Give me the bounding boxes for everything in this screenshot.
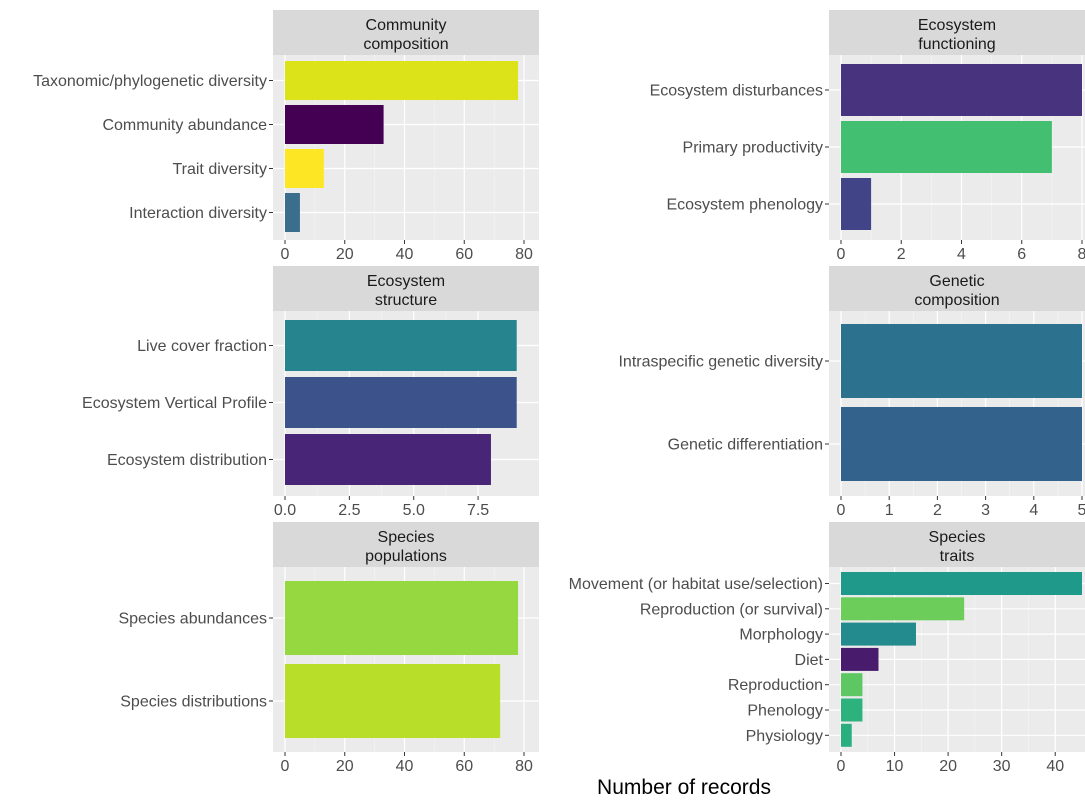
bar bbox=[841, 572, 1082, 595]
category-label: Ecosystem disturbances bbox=[650, 83, 823, 100]
facet-strip bbox=[273, 10, 539, 55]
facet-strip bbox=[273, 266, 539, 311]
category-label: Species distributions bbox=[120, 694, 267, 711]
x-tick-label: 60 bbox=[455, 758, 473, 775]
category-label: Ecosystem distribution bbox=[107, 452, 267, 469]
panel-6: Species traits Movement (or habitat use/se… bbox=[569, 522, 1085, 775]
x-tick-label: 5.0 bbox=[403, 502, 425, 519]
facet-strip bbox=[829, 522, 1085, 567]
category-label: Species abundances bbox=[118, 611, 267, 628]
bar bbox=[841, 324, 1082, 398]
category-label: Reproduction bbox=[728, 677, 823, 694]
x-tick-label: 3 bbox=[981, 502, 990, 519]
bar bbox=[841, 64, 1082, 116]
x-tick-label: 0 bbox=[837, 246, 846, 263]
facet-strip bbox=[829, 10, 1085, 55]
x-tick-label: 8 bbox=[1078, 246, 1085, 263]
x-tick-label: 1 bbox=[885, 502, 894, 519]
x-tick-label: 60 bbox=[455, 246, 473, 263]
x-tick-label: 2 bbox=[933, 502, 942, 519]
panel-3: Ecosystem structure Live cover fraction Eco… bbox=[82, 266, 539, 519]
x-tick-label: 6 bbox=[1017, 246, 1026, 263]
x-axis-title: Number of records bbox=[597, 776, 771, 799]
facet-strip bbox=[829, 266, 1085, 311]
x-tick-label: 80 bbox=[515, 758, 533, 775]
category-label: Movement (or habitat use/selection) bbox=[569, 576, 823, 593]
facet-strip-label: Species bbox=[929, 529, 986, 546]
bar bbox=[285, 105, 384, 144]
facet-strip-label: functioning bbox=[918, 36, 995, 53]
category-label: Primary productivity bbox=[683, 140, 823, 157]
x-tick-label: 4 bbox=[957, 246, 966, 263]
category-label: Interaction diversity bbox=[129, 205, 267, 222]
panel-5: Species populations Species abundances Spec… bbox=[118, 522, 539, 775]
bar bbox=[841, 647, 879, 671]
bar bbox=[285, 377, 517, 428]
category-label: Intraspecific genetic diversity bbox=[618, 354, 823, 371]
x-tick-label: 40 bbox=[396, 758, 414, 775]
category-label: Physiology bbox=[746, 728, 823, 745]
bar bbox=[285, 149, 324, 188]
x-tick-label: 2.5 bbox=[338, 502, 360, 519]
category-label: Ecosystem Vertical Profile bbox=[82, 395, 267, 412]
category-label: Taxonomic/phylogenetic diversity bbox=[33, 73, 267, 90]
facet-strip-label: composition bbox=[914, 292, 999, 309]
x-tick-label: 0.0 bbox=[274, 502, 296, 519]
x-tick-label: 0 bbox=[281, 758, 290, 775]
x-tick-label: 7.5 bbox=[467, 502, 489, 519]
facet-strip-label: Ecosystem bbox=[367, 273, 445, 290]
x-tick-label: 20 bbox=[336, 758, 354, 775]
x-tick-label: 0 bbox=[281, 246, 290, 263]
x-tick-label: 5 bbox=[1078, 502, 1085, 519]
facet-strip-label: Genetic bbox=[929, 273, 984, 290]
x-tick-label: 0 bbox=[837, 758, 846, 775]
bar bbox=[841, 622, 916, 646]
bar bbox=[285, 320, 517, 371]
facet-strip bbox=[273, 522, 539, 567]
bar bbox=[285, 581, 519, 655]
panel-2: Ecosystem functioning Ecosystem disturbanc… bbox=[650, 10, 1085, 263]
x-tick-label: 40 bbox=[396, 246, 414, 263]
category-label: Diet bbox=[795, 652, 824, 669]
x-tick-label: 4 bbox=[1029, 502, 1038, 519]
category-label: Reproduction (or survival) bbox=[640, 601, 823, 618]
bar bbox=[841, 121, 1052, 173]
bar bbox=[841, 698, 863, 722]
bar bbox=[285, 193, 300, 232]
bar bbox=[841, 597, 965, 621]
x-tick-label: 20 bbox=[939, 758, 957, 775]
category-label: Genetic differentiation bbox=[668, 437, 823, 454]
facet-strip-label: composition bbox=[363, 36, 448, 53]
facet-strip-label: Community bbox=[366, 17, 447, 34]
facet-strip-label: Ecosystem bbox=[918, 17, 996, 34]
facet-strip-label: structure bbox=[375, 292, 437, 309]
bar bbox=[841, 407, 1082, 481]
x-tick-label: 2 bbox=[897, 246, 906, 263]
category-label: Community abundance bbox=[102, 117, 267, 134]
facet-strip-label: populations bbox=[365, 548, 447, 565]
bar bbox=[285, 664, 501, 738]
bar bbox=[285, 61, 519, 100]
facet-strip-label: Species bbox=[378, 529, 435, 546]
x-tick-label: 80 bbox=[515, 246, 533, 263]
panel-1: Community composition Taxonomic/phylogenet… bbox=[33, 10, 539, 263]
category-label: Live cover fraction bbox=[137, 338, 267, 355]
facet-strip-label: traits bbox=[940, 548, 975, 565]
x-tick-label: 20 bbox=[336, 246, 354, 263]
bar bbox=[841, 723, 852, 747]
bar bbox=[285, 434, 491, 485]
x-tick-label: 0 bbox=[837, 502, 846, 519]
category-label: Phenology bbox=[747, 703, 823, 720]
bar bbox=[841, 673, 863, 697]
category-label: Trait diversity bbox=[172, 161, 267, 178]
bar bbox=[841, 178, 872, 230]
x-tick-label: 30 bbox=[993, 758, 1011, 775]
category-label: Morphology bbox=[739, 627, 823, 644]
category-label: Ecosystem phenology bbox=[666, 197, 823, 214]
x-tick-label: 10 bbox=[886, 758, 904, 775]
x-tick-label: 40 bbox=[1046, 758, 1064, 775]
panel-4: Genetic composition Intraspecific genetic … bbox=[618, 266, 1085, 519]
